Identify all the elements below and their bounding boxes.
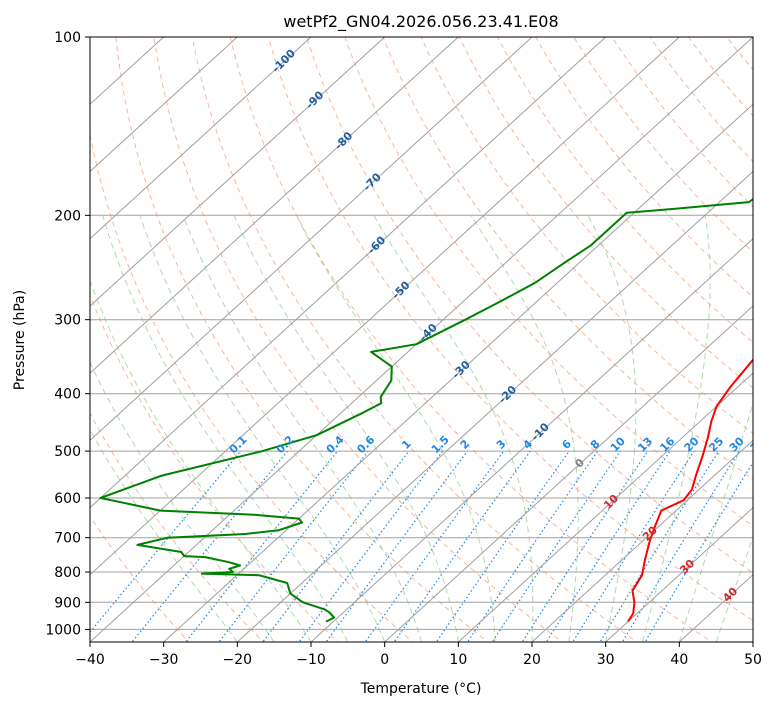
- y-tick-label: 1000: [45, 622, 81, 638]
- mixing-ratio-line: [435, 450, 570, 642]
- isotherm-line: [90, 37, 239, 173]
- isotherm-line: [457, 372, 753, 642]
- dry-adiabat: [153, 37, 564, 642]
- y-tick-label: 800: [54, 565, 81, 581]
- isotherm-line: [384, 305, 753, 642]
- isotherm-line: [90, 37, 312, 240]
- isotherm-line: [163, 103, 753, 642]
- x-tick-label: 20: [523, 652, 541, 668]
- isotherm-line: [310, 237, 753, 642]
- mixing-ratio-label: 36: [748, 434, 768, 454]
- x-axis-label: Temperature (°C): [360, 681, 482, 697]
- dewpoint-profile: [99, 197, 753, 623]
- mixing-ratio-line: [393, 450, 531, 642]
- moist-adiabat: [642, 215, 711, 642]
- moist-adiabat: [373, 215, 534, 642]
- x-tick-label: 30: [597, 652, 615, 668]
- y-tick-label: 100: [54, 30, 81, 46]
- moist-adiabat: [139, 215, 386, 642]
- dry-adiabat: [267, 37, 753, 622]
- x-tick-label: 10: [449, 652, 467, 668]
- isotherm-gridlines: [90, 37, 753, 642]
- moist-adiabat: [587, 215, 637, 642]
- x-tick-label: −40: [75, 652, 105, 668]
- x-axis: −40 −30 −20 −10 0 10 20 30 40 50: [75, 642, 762, 668]
- isotherm-line: [90, 37, 753, 642]
- moist-adiabat: [470, 215, 579, 642]
- isotherm-line: [531, 439, 753, 642]
- mixing-ratio-line: [572, 450, 695, 642]
- isotherm-line: [236, 170, 753, 642]
- isotherm-line: [90, 37, 386, 307]
- dry-adiabats: [90, 37, 753, 642]
- x-tick-label: 0: [380, 652, 389, 668]
- chart-title: wetPf2_GN04.2026.056.23.41.E08: [283, 12, 558, 32]
- mixing-ratio-line: [599, 450, 720, 642]
- dry-adiabat: [90, 293, 339, 642]
- dry-adiabat: [191, 37, 638, 642]
- moist-adiabat: [90, 361, 275, 642]
- mixing-ratio-lines: [90, 450, 753, 642]
- x-tick-label: −10: [296, 652, 326, 668]
- dry-adiabat: [496, 37, 753, 344]
- mixing-ratio-line: [621, 450, 740, 642]
- plot-frame: [89, 36, 754, 643]
- mixing-ratio-line: [325, 450, 468, 642]
- moist-adiabat: [90, 279, 312, 642]
- x-tick-label: 40: [670, 652, 688, 668]
- temperature-profile: [627, 358, 753, 623]
- mixing-ratio-line: [545, 450, 671, 642]
- mixing-ratio-line: [491, 450, 621, 642]
- y-axis: 100 200 300 400 500 600 700 800 900 1000: [45, 30, 90, 638]
- x-tick-label: 50: [744, 652, 762, 668]
- mixing-ratio-line: [185, 450, 339, 642]
- dry-adiabat: [344, 37, 753, 527]
- isotherm-line: [90, 37, 460, 374]
- series-layer: [99, 197, 753, 623]
- mixing-ratio-line: [218, 450, 369, 642]
- y-tick-label: 900: [54, 595, 81, 611]
- y-tick-label: 300: [54, 313, 81, 329]
- isotherm-line: [90, 37, 533, 442]
- y-axis-label: Pressure (hPa): [12, 290, 28, 390]
- isotherm-line: [90, 37, 607, 509]
- mixing-ratio-line: [521, 450, 649, 642]
- y-tick-label: 400: [54, 387, 81, 403]
- y-tick-label: 500: [54, 444, 81, 460]
- y-tick-label: 700: [54, 531, 81, 547]
- plot-area: -100-90-80-70-60-50-40-30-20-10010203040…: [90, 37, 768, 642]
- isotherm-line: [90, 37, 681, 576]
- isotherm-line: [605, 506, 753, 642]
- dry-adiabat: [382, 37, 753, 481]
- x-tick-label: −30: [149, 652, 179, 668]
- y-tick-label: 200: [54, 208, 81, 224]
- y-tick-label: 600: [54, 491, 81, 507]
- dry-adiabat: [306, 37, 753, 574]
- x-tick-label: −20: [223, 652, 253, 668]
- moist-adiabat: [233, 215, 459, 642]
